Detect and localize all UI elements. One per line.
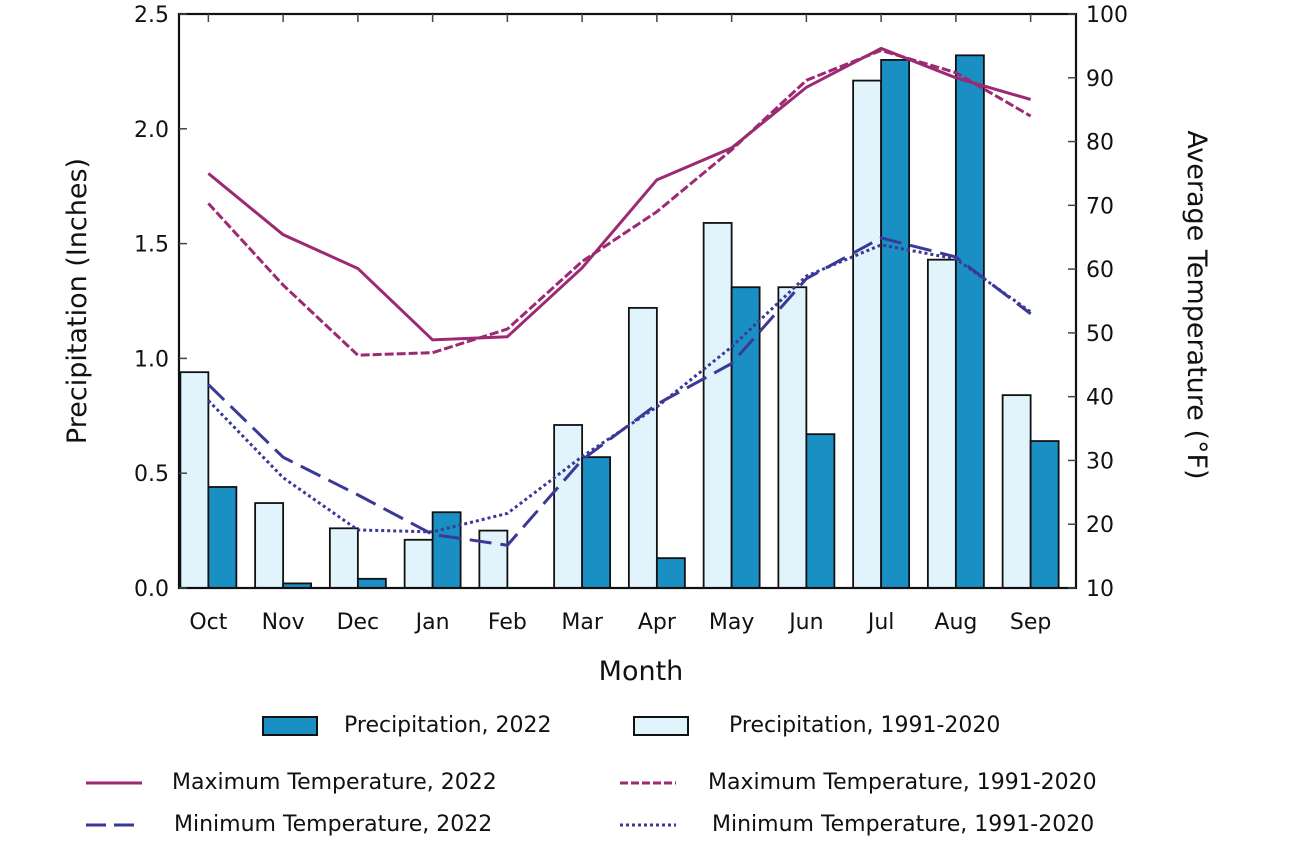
y-tick-label: 1.0 bbox=[134, 347, 169, 372]
legend-label: Precipitation, 2022 bbox=[344, 713, 552, 738]
bar-precip-2022-aug bbox=[954, 54, 985, 589]
legend-item-precip-normal: Precipitation, 1991-2020 bbox=[633, 713, 1000, 738]
bar-precip-2022-jun bbox=[805, 433, 836, 589]
x-tick-label-aug: Aug bbox=[934, 610, 977, 635]
y-tick-label: 1.5 bbox=[134, 233, 169, 258]
y2-tick-label: 90 bbox=[1086, 67, 1114, 92]
bar-precip-normal-jul bbox=[852, 79, 883, 589]
ticks-layer: 0.0 0.5 1.0 1.5 2.0 2.5 10 20 30 40 50 60 70 80 90 100 O… bbox=[134, 3, 1128, 635]
legend-label: Maximum Temperature, 2022 bbox=[172, 770, 497, 795]
x-tick-label-apr: Apr bbox=[638, 610, 677, 635]
bar-precip-2022-sep bbox=[1029, 440, 1060, 589]
legend-item-min-temp-2022: Minimum Temperature, 2022 bbox=[86, 812, 492, 837]
bar-precip-normal-oct bbox=[179, 371, 210, 589]
y2-tick-label: 60 bbox=[1086, 258, 1114, 283]
legend-item-min-temp-normal: Minimum Temperature, 1991-2020 bbox=[620, 812, 1094, 837]
bar-precip-2022-jul bbox=[880, 59, 911, 589]
bar-precip-2022-oct bbox=[207, 486, 238, 589]
x-tick-label-jan: Jan bbox=[414, 610, 450, 635]
x-tick-label-sep: Sep bbox=[1010, 610, 1051, 635]
bar-precip-normal-mar bbox=[553, 424, 584, 589]
y2-tick-label: 20 bbox=[1086, 513, 1114, 538]
legend-item-max-temp-normal: Maximum Temperature, 1991-2020 bbox=[620, 770, 1097, 795]
line-minimum-temperature-2022 bbox=[207, 236, 1032, 547]
y-axis-title-right: Average Temperature (°F) bbox=[1181, 130, 1212, 479]
x-tick-label-jul: Jul bbox=[866, 610, 895, 635]
legend-item-max-temp-2022: Maximum Temperature, 2022 bbox=[86, 770, 497, 795]
legend-swatch-min-temp-normal bbox=[620, 823, 676, 826]
x-tick-label-dec: Dec bbox=[337, 610, 380, 635]
x-tick-label-nov: Nov bbox=[262, 610, 305, 635]
line-maximum-temperature-1991-2020 bbox=[207, 48, 1032, 357]
legend-label: Minimum Temperature, 2022 bbox=[174, 812, 493, 837]
x-tick-label-mar: Mar bbox=[561, 610, 603, 635]
y2-tick-label: 30 bbox=[1086, 449, 1114, 474]
y2-tick-label: 40 bbox=[1086, 386, 1114, 411]
bars-layer bbox=[179, 54, 1060, 589]
line-maximum-temperature-2022 bbox=[207, 46, 1032, 342]
x-tick-label-may: May bbox=[709, 610, 754, 635]
legend-label: Maximum Temperature, 1991-2020 bbox=[708, 770, 1097, 795]
y-axis-title-left: Precipitation (Inches) bbox=[62, 158, 93, 444]
legend-swatch-max-temp-2022 bbox=[86, 781, 142, 784]
legend-swatch-precip-normal bbox=[633, 715, 689, 736]
bar-precip-normal-jun bbox=[777, 286, 808, 589]
y2-tick-label: 80 bbox=[1086, 131, 1114, 156]
bar-precip-normal-feb bbox=[478, 529, 509, 589]
bar-precip-normal-dec bbox=[328, 527, 359, 589]
legend-label: Minimum Temperature, 1991-2020 bbox=[712, 812, 1095, 837]
legend-item-precip-2022: Precipitation, 2022 bbox=[262, 713, 552, 738]
bar-precip-normal-aug bbox=[926, 258, 957, 589]
y2-tick-label: 50 bbox=[1086, 322, 1114, 347]
bar-precip-normal-may bbox=[702, 222, 733, 589]
y2-tick-label: 10 bbox=[1086, 577, 1114, 602]
plot-frame bbox=[177, 12, 1078, 590]
bar-precip-normal-apr bbox=[627, 306, 658, 589]
x-tick-label-feb: Feb bbox=[488, 610, 527, 635]
bar-precip-2022-mar bbox=[581, 456, 612, 589]
y-tick-label: 0.5 bbox=[134, 462, 169, 487]
y2-tick-label: 70 bbox=[1086, 194, 1114, 219]
bar-precip-normal-sep bbox=[1001, 394, 1032, 589]
legend-swatch-max-temp-normal bbox=[620, 781, 676, 784]
legend-swatch-precip-2022 bbox=[262, 715, 318, 736]
y2-tick-label: 100 bbox=[1086, 3, 1128, 28]
lines-layer bbox=[207, 46, 1032, 547]
bar-precip-normal-jan bbox=[403, 538, 434, 589]
bar-precip-normal-nov bbox=[254, 502, 285, 589]
x-tick-label-jun: Jun bbox=[787, 610, 823, 635]
y-tick-label: 0.0 bbox=[134, 577, 169, 602]
x-axis-title: Month bbox=[599, 656, 684, 687]
bar-precip-2022-dec bbox=[356, 577, 387, 589]
y-tick-label: 2.5 bbox=[134, 3, 169, 28]
y-tick-label: 2.0 bbox=[134, 118, 169, 143]
legend-swatch-min-temp-2022 bbox=[86, 823, 142, 826]
bar-precip-2022-jan bbox=[431, 511, 462, 589]
bar-precip-2022-apr bbox=[655, 557, 686, 589]
x-tick-label-oct: Oct bbox=[189, 610, 227, 635]
legend-label: Precipitation, 1991-2020 bbox=[729, 713, 1001, 738]
